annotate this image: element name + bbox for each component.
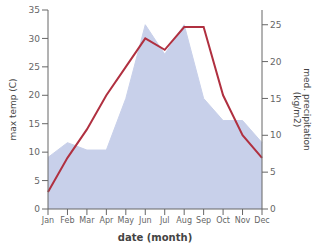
svg-text:0: 0 <box>270 204 276 214</box>
svg-text:15: 15 <box>29 119 40 129</box>
svg-text:Aug: Aug <box>176 216 192 225</box>
svg-text:Jul: Jul <box>159 216 170 225</box>
svg-text:5: 5 <box>34 176 40 186</box>
svg-text:date (month): date (month) <box>118 232 192 243</box>
svg-text:5: 5 <box>270 167 276 177</box>
svg-text:Nov: Nov <box>235 216 251 225</box>
svg-text:35: 35 <box>29 5 40 15</box>
svg-text:20: 20 <box>270 57 282 67</box>
svg-text:20: 20 <box>29 90 41 100</box>
svg-text:med. precipitation(kg/m2): med. precipitation(kg/m2) <box>292 68 310 150</box>
svg-text:Mar: Mar <box>79 216 95 225</box>
svg-text:Dec: Dec <box>254 216 269 225</box>
svg-text:May: May <box>118 216 135 225</box>
svg-text:10: 10 <box>270 130 282 140</box>
svg-text:25: 25 <box>29 62 40 72</box>
svg-text:Apr: Apr <box>99 216 114 225</box>
svg-text:Oct: Oct <box>216 216 230 225</box>
svg-text:Sep: Sep <box>196 216 211 225</box>
svg-text:max temp (C): max temp (C) <box>8 78 18 140</box>
svg-text:25: 25 <box>270 20 281 30</box>
svg-text:30: 30 <box>29 34 41 44</box>
svg-text:Jan: Jan <box>41 216 54 225</box>
svg-text:0: 0 <box>34 204 40 214</box>
svg-text:10: 10 <box>29 147 41 157</box>
svg-text:Feb: Feb <box>60 216 74 225</box>
svg-text:15: 15 <box>270 94 281 104</box>
svg-text:Jun: Jun <box>138 216 152 225</box>
